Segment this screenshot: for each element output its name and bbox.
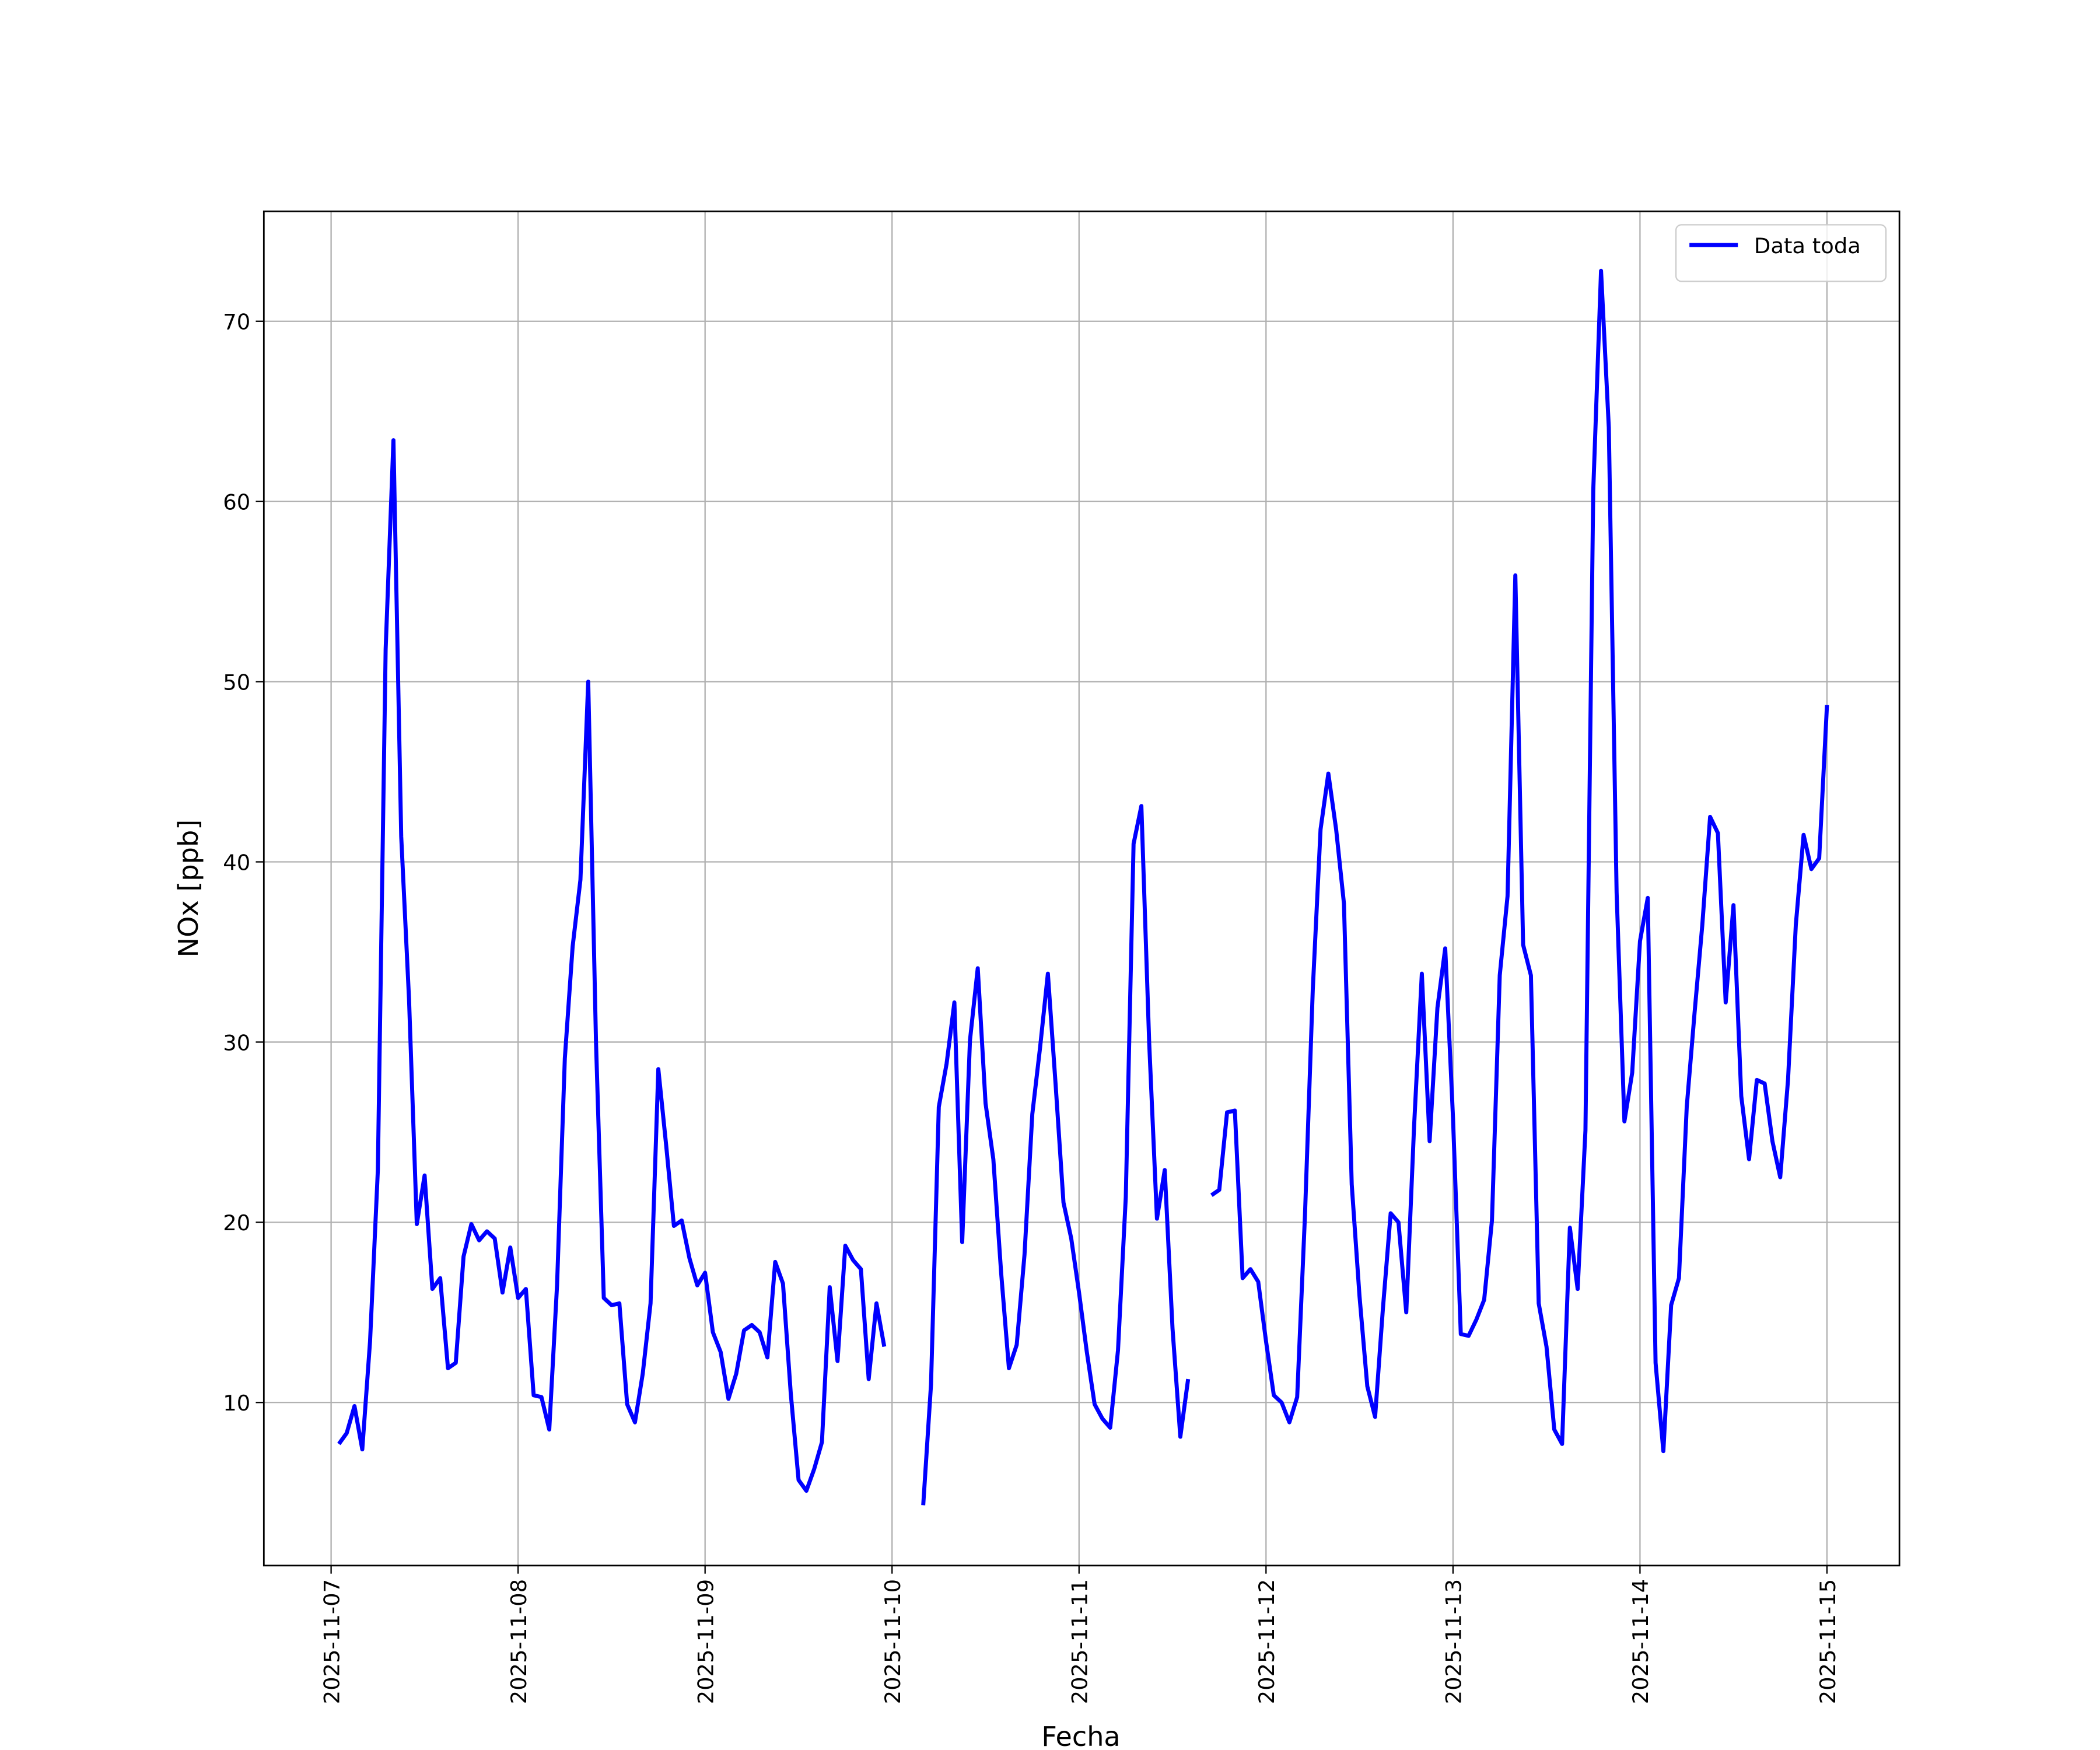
- x-tick-label: 2025-11-10: [880, 1579, 905, 1704]
- legend-box: [1675, 224, 1887, 282]
- x-tick-label: 2025-11-07: [319, 1579, 344, 1704]
- x-tick-label: 2025-11-13: [1441, 1579, 1466, 1704]
- x-tick-label: 2025-11-08: [506, 1579, 531, 1704]
- x-tick-label: 2025-11-12: [1254, 1579, 1279, 1704]
- legend: Data toda: [1675, 224, 1887, 282]
- y-tick-label: 40: [223, 850, 250, 875]
- legend-label: Data toda: [1754, 233, 1861, 258]
- x-axis-label: Fecha: [1041, 1721, 1120, 1750]
- y-tick-label: 50: [223, 670, 250, 695]
- x-tick-label: 2025-11-14: [1628, 1579, 1653, 1704]
- x-tick-label: 2025-11-15: [1815, 1579, 1840, 1704]
- y-tick-label: 70: [223, 310, 250, 335]
- plot-frame: [262, 210, 1901, 1567]
- x-tick-label: 2025-11-11: [1068, 1579, 1093, 1704]
- y-tick-label: 60: [223, 490, 250, 515]
- y-tick-label: 30: [223, 1030, 250, 1055]
- y-tick-label: 10: [223, 1391, 250, 1416]
- x-tick-label: 2025-11-09: [694, 1579, 719, 1704]
- y-tick-label: 20: [223, 1210, 250, 1236]
- y-axis-label: NOx [ppb]: [173, 820, 204, 958]
- data-line: [337, 268, 1829, 1506]
